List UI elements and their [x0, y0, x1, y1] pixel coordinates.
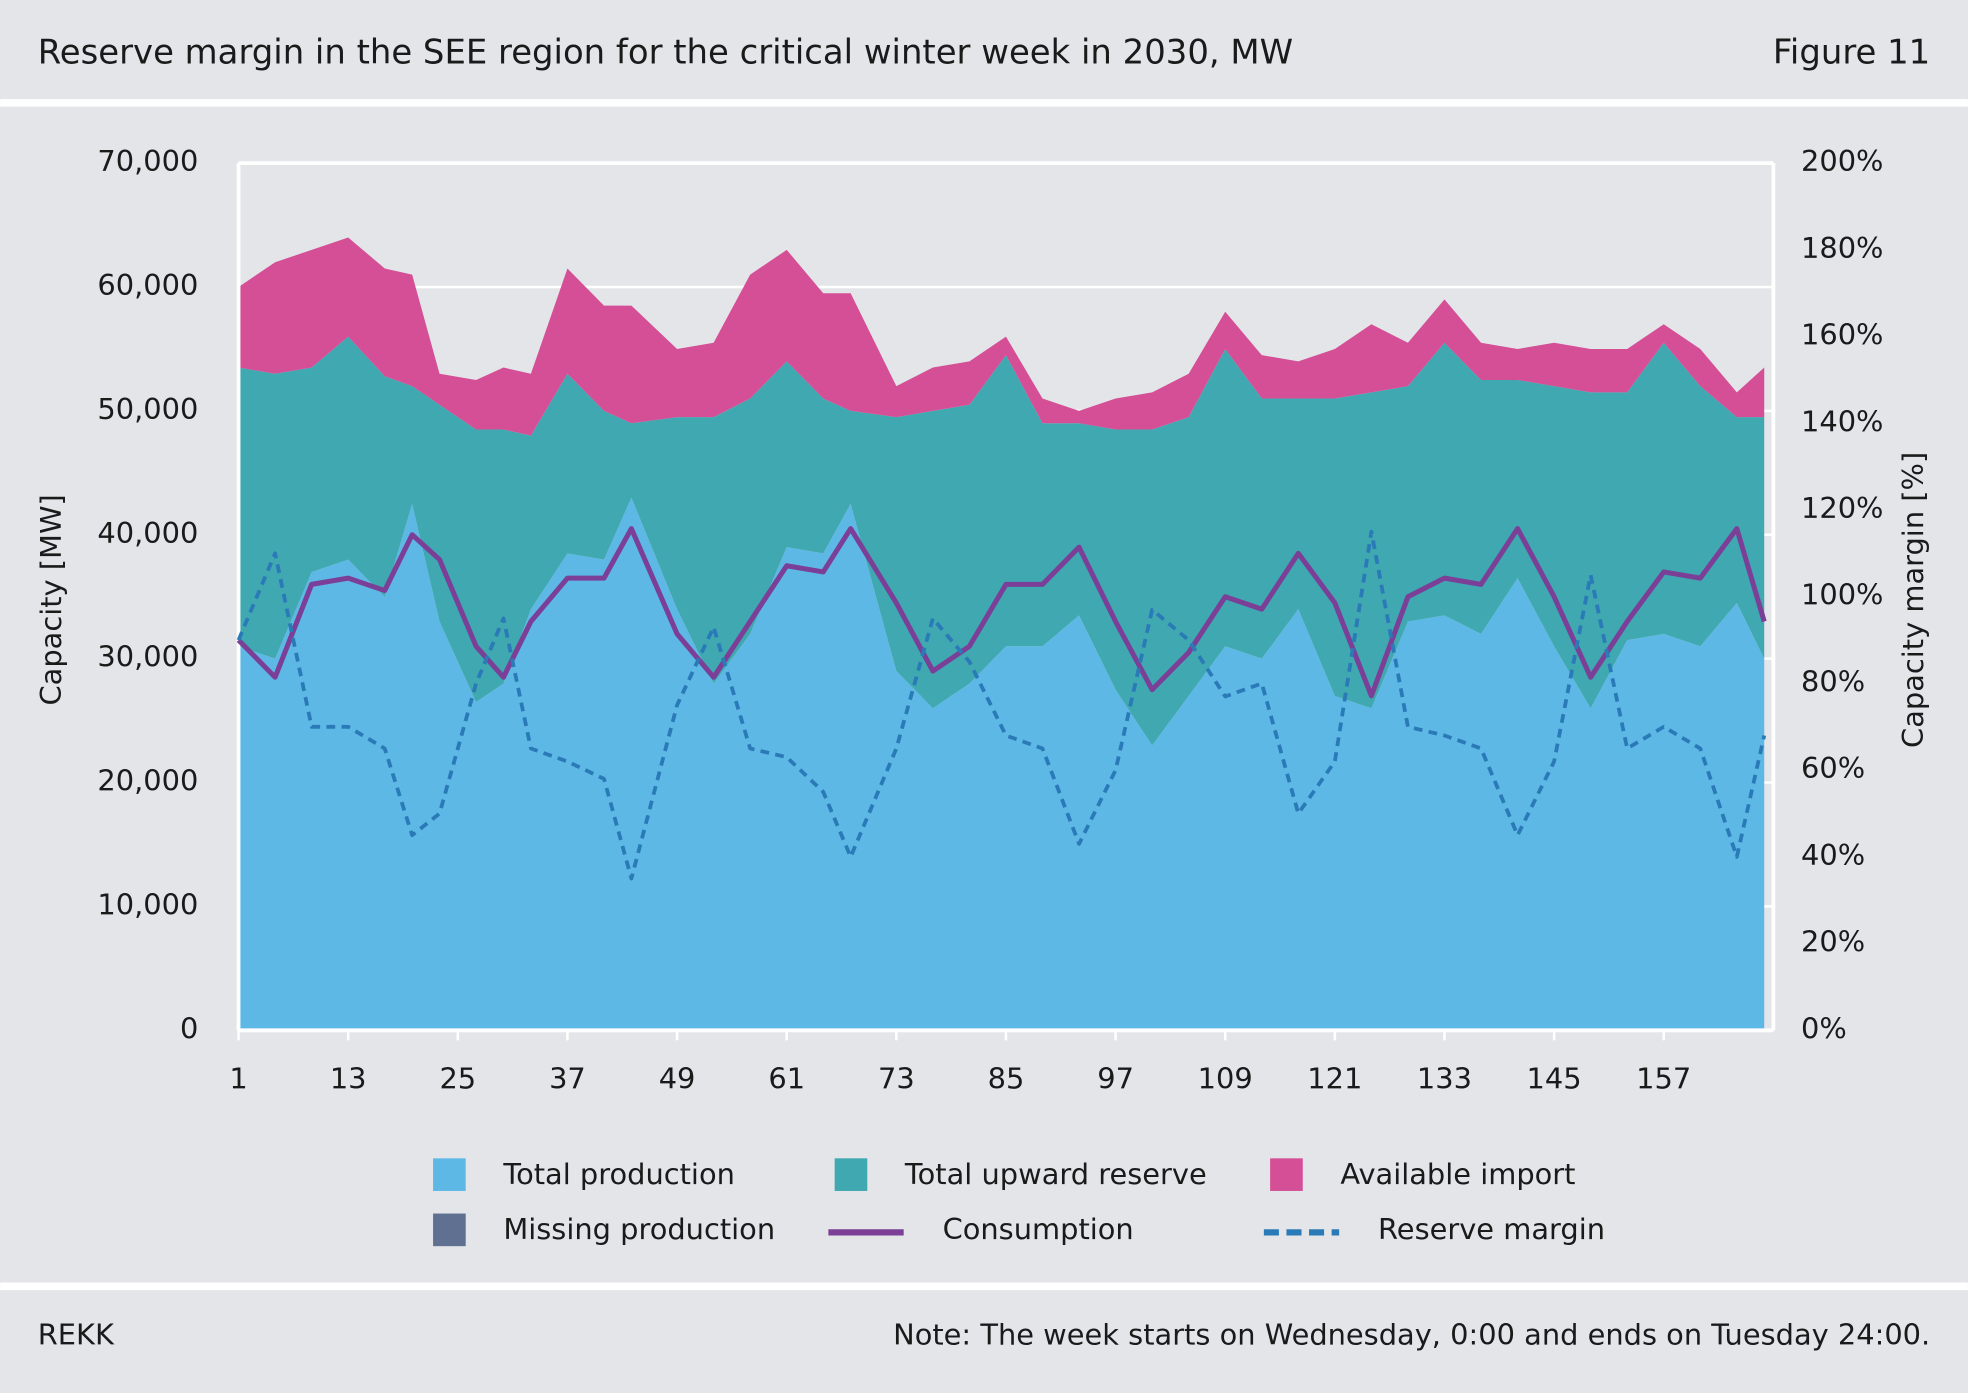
y2-tick-label: 80% — [1801, 664, 1865, 698]
x-tick-label: 49 — [659, 1062, 696, 1096]
y2-axis-label: Capacity margin [%] — [1896, 452, 1930, 748]
line — [236, 529, 1767, 881]
legend-label: Reserve margin — [1378, 1212, 1605, 1246]
area — [238, 497, 1765, 1031]
x-tick-label: 121 — [1307, 1062, 1362, 1096]
x-tick-label: 73 — [878, 1062, 915, 1096]
x-tick-label: 97 — [1097, 1062, 1134, 1096]
x-tick-label: 13 — [330, 1062, 367, 1096]
legend-swatch — [433, 1158, 466, 1191]
y-tick-label: 20,000 — [97, 764, 198, 798]
y-tick-label: 70,000 — [97, 144, 198, 178]
y-tick-label: 30,000 — [97, 640, 198, 674]
footer-rule — [0, 1282, 1968, 1291]
y2-tick-label: 20% — [1801, 925, 1865, 959]
legend-swatch — [834, 1158, 868, 1191]
y2-tick-label: 100% — [1801, 578, 1884, 612]
area — [238, 336, 1765, 746]
y2-tick-label: 120% — [1801, 491, 1884, 525]
area — [238, 237, 1765, 436]
legend-swatch — [1270, 1158, 1303, 1191]
y2-tick-label: 180% — [1801, 231, 1884, 265]
legend-label: Available import — [1340, 1157, 1575, 1191]
x-tick-label: 109 — [1198, 1062, 1253, 1096]
y2-tick-label: 160% — [1801, 318, 1884, 352]
x-tick-label: 1 — [229, 1062, 247, 1096]
y2-tick-label: 0% — [1801, 1011, 1847, 1045]
line — [236, 526, 1767, 699]
note: Note: The week starts on Wednesday, 0:00… — [893, 1318, 1930, 1352]
x-tick-label: 133 — [1417, 1062, 1472, 1096]
legend-label: Missing production — [503, 1212, 775, 1246]
y-tick-label: 50,000 — [97, 392, 198, 426]
legend-swatch — [433, 1213, 466, 1247]
y-tick-label: 0 — [180, 1011, 198, 1045]
x-tick-label: 25 — [439, 1062, 476, 1096]
x-tick-label: 157 — [1636, 1062, 1691, 1096]
y-tick-label: 40,000 — [97, 516, 198, 550]
legend-label: Total production — [502, 1157, 735, 1191]
y-tick-label: 10,000 — [97, 887, 198, 921]
legend-label: Consumption — [943, 1212, 1134, 1246]
source: REKK — [38, 1318, 115, 1352]
figure-label: Figure 11 — [1773, 32, 1930, 71]
y2-tick-label: 60% — [1801, 751, 1865, 785]
y2-tick-label: 140% — [1801, 404, 1884, 438]
y-tick-label: 60,000 — [97, 268, 198, 302]
x-tick-label: 85 — [988, 1062, 1025, 1096]
legend-label: Total upward reserve — [904, 1157, 1207, 1191]
chart-title: Reserve margin in the SEE region for the… — [38, 32, 1293, 71]
header-rule — [0, 99, 1968, 107]
y2-tick-label: 200% — [1801, 144, 1884, 178]
y-axis-label: Capacity [MW] — [34, 494, 68, 705]
x-tick-label: 145 — [1527, 1062, 1582, 1096]
x-tick-label: 61 — [768, 1062, 805, 1096]
y2-tick-label: 40% — [1801, 838, 1865, 872]
x-tick-label: 37 — [549, 1062, 586, 1096]
